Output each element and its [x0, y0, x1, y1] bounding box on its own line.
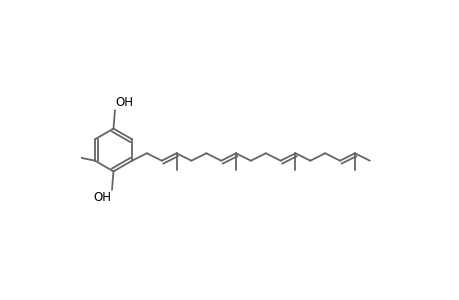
Text: OH: OH	[93, 191, 111, 204]
Text: OH: OH	[115, 96, 133, 109]
